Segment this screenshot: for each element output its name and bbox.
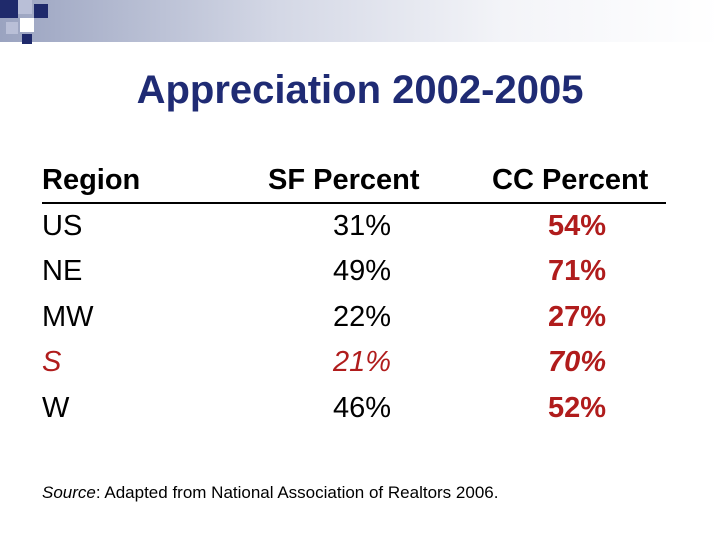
cell-region: W [42,392,70,424]
source-note: Source: Adapted from National Associatio… [42,483,498,503]
header-cc-percent: CC Percent [492,164,649,196]
decor-square-navy [0,0,18,18]
slide-title: Appreciation 2002-2005 [136,68,584,112]
cell-region: US [42,210,83,242]
cell-cc-percent: 71% [548,255,607,287]
source-label: Source [42,483,96,502]
cell-sf-percent: 31% [333,210,392,242]
header-gradient-bar [0,0,720,42]
decor-square-lavender [18,0,32,14]
decor-square-lavender [6,22,18,34]
cell-region-highlighted: S [42,346,62,378]
cell-sf-percent: 49% [333,255,392,287]
cell-sf-percent: 22% [333,301,392,333]
cell-sf-percent: 46% [333,392,392,424]
decor-square-white [20,18,34,32]
header-region: Region [42,164,141,196]
cell-cc-percent-highlighted: 70% [548,346,607,378]
cell-region: MW [42,301,94,333]
cell-cc-percent: 54% [548,210,607,242]
decor-square-navy [34,4,48,18]
decor-square-navy [22,34,32,44]
header-underline [42,202,666,204]
cell-region: NE [42,255,83,287]
source-text: : Adapted from National Association of R… [95,483,499,502]
cell-cc-percent: 27% [548,301,607,333]
header-sf-percent: SF Percent [268,164,420,196]
cell-cc-percent: 52% [548,392,607,424]
cell-sf-percent-highlighted: 21% [333,346,392,378]
